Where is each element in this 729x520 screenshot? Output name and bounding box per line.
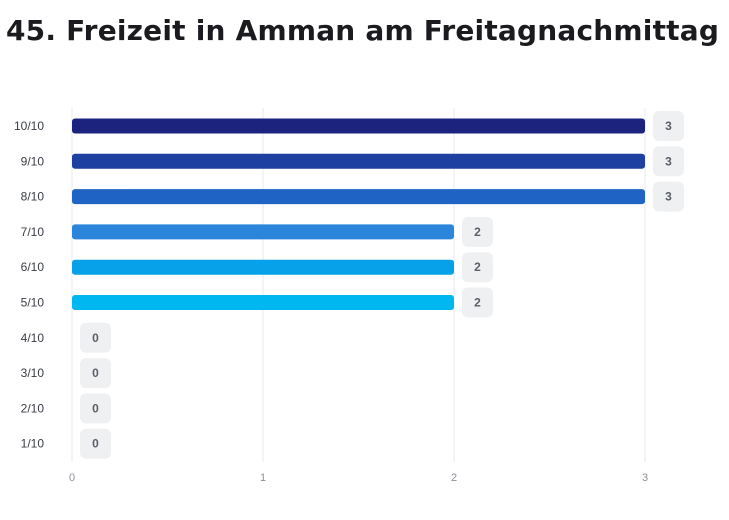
x-tick-label: 0 [69,472,75,484]
value-badge [80,428,111,459]
x-tick-label: 2 [451,472,457,484]
value-badge [462,287,493,318]
category-label: 2/10 [21,401,45,415]
bars [72,118,645,310]
value-badge [653,181,684,212]
category-label: 7/10 [21,225,45,239]
value-label: 0 [92,331,99,345]
value-badge [653,111,684,141]
x-axis-ticks: 0 1 2 3 [69,472,648,484]
value-badge [462,252,493,283]
category-label: 8/10 [21,190,45,204]
x-tick-label: 3 [642,472,648,484]
value-labels: 3 3 3 2 2 2 0 0 0 0 [80,111,684,459]
category-label: 9/10 [21,154,45,168]
category-label: 5/10 [21,296,45,310]
bar [72,259,454,275]
value-badge [80,358,111,389]
value-label: 3 [665,154,672,168]
value-label: 2 [474,296,481,310]
category-label: 6/10 [21,260,45,274]
value-label: 0 [92,366,99,380]
value-badge [80,393,111,424]
category-labels: 10/10 9/10 8/10 7/10 6/10 5/10 4/10 3/10 2/10 1/1… [14,119,44,451]
bar [72,224,454,240]
value-label: 3 [665,119,672,133]
category-label: 4/10 [21,331,45,345]
category-label: 1/10 [21,437,45,451]
bar [72,189,645,205]
value-label: 0 [92,401,99,415]
category-label: 3/10 [21,366,45,380]
value-label: 0 [92,437,99,451]
value-label: 3 [665,190,672,204]
value-badge [80,322,111,353]
value-badge [653,146,684,177]
value-badge [462,216,493,247]
bar [72,153,645,169]
bar [72,295,454,310]
chart-title: 45. Freizeit in Amman am Freitagnachmitt… [6,14,720,47]
value-label: 2 [474,260,481,274]
x-tick-label: 1 [260,472,266,484]
value-label: 2 [474,225,481,239]
bar [72,118,645,134]
category-label: 10/10 [14,119,44,133]
